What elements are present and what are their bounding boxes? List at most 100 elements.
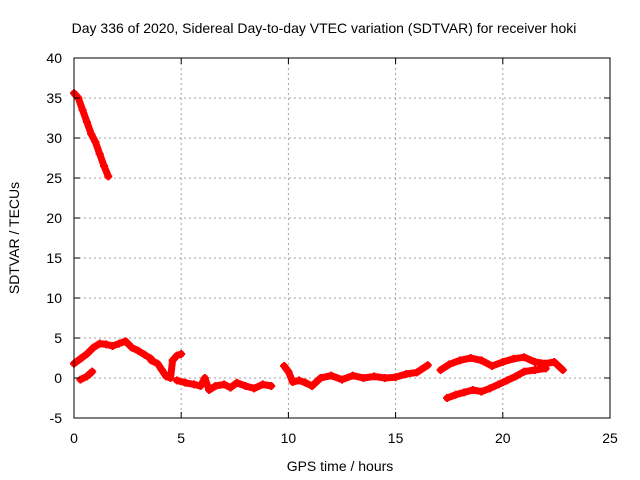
data-point bbox=[541, 364, 550, 373]
y-tick-label: 0 bbox=[54, 370, 62, 386]
data-point bbox=[391, 373, 400, 382]
data-point bbox=[162, 372, 171, 381]
data-point bbox=[380, 374, 389, 382]
data-point bbox=[220, 380, 229, 389]
data-point bbox=[455, 356, 464, 365]
data-point bbox=[443, 394, 452, 402]
data-point bbox=[232, 378, 241, 387]
data-point bbox=[445, 360, 454, 369]
data-point bbox=[76, 354, 85, 363]
data-point bbox=[250, 384, 259, 393]
x-tick-label: 25 bbox=[602, 430, 618, 446]
data-point bbox=[468, 386, 477, 394]
data-point bbox=[241, 382, 250, 390]
data-point bbox=[520, 367, 529, 376]
chart-title: Day 336 of 2020, Sidereal Day-to-day VTE… bbox=[72, 20, 577, 36]
plot-frame bbox=[73, 57, 611, 419]
data-point bbox=[413, 368, 421, 377]
data-point bbox=[89, 343, 98, 352]
y-tick-label: 10 bbox=[46, 290, 62, 306]
data-series bbox=[70, 89, 567, 402]
x-tick-label: 20 bbox=[495, 430, 511, 446]
data-point bbox=[104, 172, 113, 181]
data-point bbox=[509, 354, 518, 363]
data-point bbox=[477, 356, 486, 365]
y-tick-label: 15 bbox=[46, 250, 62, 266]
data-point bbox=[88, 367, 97, 376]
data-point bbox=[511, 372, 520, 381]
data-point bbox=[115, 339, 123, 348]
data-point bbox=[288, 378, 297, 386]
x-tick-labels: 0 5 10 15 20 25 bbox=[70, 430, 618, 446]
data-point bbox=[82, 118, 91, 126]
tick-marks bbox=[73, 57, 611, 419]
data-point bbox=[78, 106, 87, 114]
y-tick-label: 5 bbox=[54, 330, 62, 346]
series-hours-9.8-to-16.6 bbox=[280, 361, 432, 390]
y-tick-label: 20 bbox=[46, 210, 62, 226]
x-tick-label: 0 bbox=[70, 430, 78, 446]
grid bbox=[74, 58, 610, 418]
data-point bbox=[172, 376, 181, 385]
data-point bbox=[485, 384, 494, 393]
x-tick-label: 5 bbox=[177, 430, 185, 446]
data-point bbox=[359, 374, 368, 382]
data-point bbox=[477, 387, 486, 396]
data-point bbox=[295, 376, 304, 385]
data-point bbox=[140, 350, 149, 359]
data-point bbox=[436, 366, 445, 374]
x-tick-label: 15 bbox=[388, 430, 404, 446]
data-point bbox=[121, 337, 130, 346]
data-point bbox=[134, 346, 143, 355]
data-point bbox=[280, 362, 289, 370]
y-tick-label: 25 bbox=[46, 170, 62, 186]
series-hours-17.1-to-22.8 bbox=[436, 353, 567, 374]
data-point bbox=[327, 371, 336, 380]
data-point bbox=[200, 374, 209, 382]
series-short-low-segment bbox=[76, 367, 97, 384]
data-point bbox=[520, 353, 529, 362]
data-point bbox=[91, 138, 100, 146]
data-point bbox=[177, 350, 186, 358]
series-hours-3.5-to-5 bbox=[147, 350, 186, 382]
data-point bbox=[451, 390, 460, 399]
data-point bbox=[76, 375, 85, 384]
data-point bbox=[102, 340, 111, 349]
data-point bbox=[301, 378, 310, 387]
data-point bbox=[166, 374, 175, 382]
data-point bbox=[172, 351, 181, 360]
data-point bbox=[157, 366, 166, 374]
data-point bbox=[531, 366, 539, 374]
data-point bbox=[196, 382, 205, 390]
data-point bbox=[460, 388, 469, 397]
series-hours-17.4-to-22 bbox=[443, 364, 550, 402]
y-tick-label: 35 bbox=[46, 90, 62, 106]
x-tick-label: 10 bbox=[281, 430, 297, 446]
x-axis-label: GPS time / hours bbox=[287, 458, 394, 474]
data-point bbox=[503, 376, 512, 385]
y-axis-label: SDTVAR / TECUs bbox=[6, 182, 22, 294]
data-point bbox=[181, 378, 190, 387]
data-point bbox=[258, 380, 267, 389]
data-point bbox=[284, 367, 293, 376]
data-point bbox=[82, 350, 91, 358]
data-point bbox=[147, 356, 156, 365]
y-tick-label: -5 bbox=[50, 410, 63, 426]
data-point bbox=[108, 342, 117, 350]
data-point bbox=[168, 356, 177, 365]
data-point bbox=[95, 150, 104, 158]
data-point bbox=[550, 358, 559, 366]
data-point bbox=[205, 386, 214, 394]
data-point bbox=[498, 358, 507, 366]
data-point bbox=[82, 372, 91, 381]
y-tick-label: 30 bbox=[46, 130, 62, 146]
data-point bbox=[558, 366, 567, 374]
data-point bbox=[494, 380, 503, 389]
data-point bbox=[316, 374, 325, 382]
data-point bbox=[153, 359, 162, 368]
data-point bbox=[226, 383, 235, 392]
data-point bbox=[308, 382, 316, 390]
data-point bbox=[348, 371, 357, 380]
